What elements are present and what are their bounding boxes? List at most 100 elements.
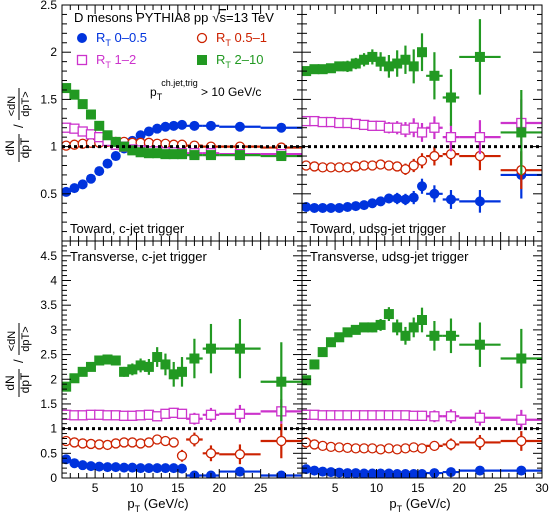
data-point: [135, 147, 146, 158]
legend-entry: RT 2–10: [197, 52, 263, 70]
y-tick-label: 4.5: [40, 249, 57, 263]
data-point: [474, 51, 485, 62]
data-point: [234, 150, 245, 161]
data-point: [429, 411, 440, 422]
data-point: [392, 322, 403, 333]
data-point: [177, 463, 187, 474]
x-tick-label: 10: [370, 481, 384, 495]
data-point: [325, 467, 336, 478]
data-point: [445, 194, 456, 205]
x-tick-label: 25: [494, 481, 508, 495]
data-point: [408, 61, 419, 72]
data-point: [342, 162, 353, 173]
plot-area: [302, 307, 542, 478]
data-point: [516, 353, 527, 364]
data-point: [516, 127, 527, 138]
legend-title: D mesons PYTHIA8 pp √s=13 TeV: [74, 10, 274, 25]
data-point: [383, 160, 395, 171]
data-point: [325, 202, 336, 213]
data-point: [85, 173, 96, 184]
data-point: [429, 330, 440, 341]
data-point: [205, 448, 217, 459]
data-point: [367, 468, 378, 478]
data-point: [408, 442, 419, 453]
series-2: [302, 99, 542, 155]
legend-entry-label: RT 2–10: [216, 52, 263, 70]
data-point: [342, 202, 353, 213]
x-tick-label: 25: [254, 481, 268, 495]
data-point: [205, 150, 216, 161]
y-tick-label: 3: [50, 323, 57, 337]
data-point: [417, 469, 427, 478]
data-point: [317, 347, 328, 358]
y-tick-label: 0.5: [40, 187, 57, 201]
data-point: [302, 375, 312, 386]
data-point: [189, 434, 200, 445]
data-point: [350, 324, 361, 335]
data-point: [392, 58, 403, 69]
trigger-cut-label: pTch.jet,trig > 10 GeV/c: [150, 78, 261, 102]
data-point: [69, 437, 80, 448]
y-tick-label: 1.5: [40, 397, 57, 411]
data-point: [375, 159, 386, 170]
data-point: [309, 439, 320, 450]
data-point: [189, 353, 200, 364]
data-point: [359, 54, 370, 65]
data-point: [302, 437, 312, 448]
data-point: [325, 337, 336, 348]
data-point: [408, 160, 419, 171]
data-point: [317, 466, 328, 477]
data-point: [62, 454, 72, 465]
data-point: [62, 186, 72, 197]
data-point: [197, 55, 207, 65]
series-3: [302, 19, 542, 175]
series-0: [302, 464, 542, 478]
data-point: [445, 467, 456, 478]
y-axis-label-top: dN: [3, 140, 17, 155]
y-tick-label: 0: [50, 471, 57, 485]
x-tick-label: 20: [213, 481, 227, 495]
data-point: [367, 443, 378, 454]
panel-label: Transverse, udsg-jet trigger: [310, 249, 469, 264]
data-point: [102, 462, 113, 473]
legend-entry: RT 0–0.5: [77, 30, 147, 48]
data-point: [276, 151, 287, 162]
plot-area: [302, 19, 542, 213]
ylabel-avg-den: dpT>: [20, 326, 32, 351]
data-point: [375, 196, 386, 207]
data-point: [168, 369, 179, 380]
ylabel-num: dN: [3, 375, 17, 390]
data-point: [110, 462, 121, 473]
data-point: [119, 462, 130, 473]
data-point: [400, 194, 411, 205]
x-tick-label: 30: [535, 481, 549, 495]
data-point: [168, 437, 179, 448]
panel-bottom-left: 5 10 15 20 25 0.5 1 1.5 2 2.5 3 3.5 4 4.5 0 Transverse,…: [40, 240, 303, 495]
x-tick-label: 20: [453, 481, 467, 495]
data-point: [234, 408, 246, 419]
data-point: [317, 440, 328, 452]
data-point: [135, 438, 146, 449]
x-tick-label: 5: [332, 481, 339, 495]
data-point: [189, 120, 200, 131]
data-point: [334, 61, 345, 72]
data-point: [445, 411, 457, 422]
data-point: [474, 465, 485, 476]
x-axis-label-left: pT (GeV/c): [127, 496, 188, 514]
data-point: [176, 408, 188, 419]
y-tick-label: 3.5: [40, 298, 57, 312]
data-point: [62, 83, 72, 94]
data-point: [375, 319, 386, 330]
y-axis-label-bottom: dN: [3, 375, 17, 390]
data-point: [276, 470, 287, 478]
panel-top-left: 0.5 1 1.5 2 2.5 Toward, c-jet trigger: [40, 0, 303, 242]
data-point: [177, 366, 187, 377]
data-point: [77, 179, 88, 190]
data-point: [276, 122, 287, 133]
data-point: [309, 465, 320, 476]
data-point: [110, 136, 121, 147]
data-point: [76, 54, 88, 66]
data-point: [445, 92, 456, 103]
y-tick-label: 1: [50, 422, 57, 436]
